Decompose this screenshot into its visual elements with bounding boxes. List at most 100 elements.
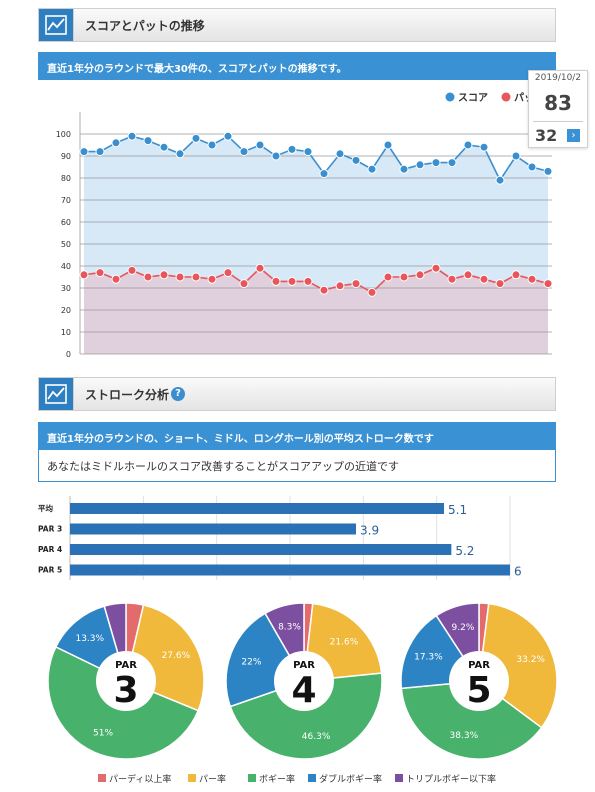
legend-label: パー率 xyxy=(199,773,226,785)
legend-swatch xyxy=(98,774,106,782)
putt-point xyxy=(303,276,313,286)
pie-slice-label: 9.2% xyxy=(452,623,475,633)
stroke-description: 直近1年分のラウンドの、ショート、ミドル、ロングホール別の平均ストローク数です xyxy=(38,422,556,450)
pie-slice-label: 22% xyxy=(241,657,261,667)
legend-swatch xyxy=(308,774,316,782)
bar xyxy=(70,523,356,535)
score-point xyxy=(335,149,345,159)
y-tick-label: 70 xyxy=(61,196,71,205)
bar-category-label: PAR 4 xyxy=(38,545,62,554)
pie-center-number: 5 xyxy=(466,670,491,711)
putt-point xyxy=(447,274,457,284)
tooltip-divider xyxy=(533,121,583,122)
score-point xyxy=(191,133,201,143)
pie-center-number: 3 xyxy=(113,670,138,711)
putt-point xyxy=(527,274,537,284)
putt-point xyxy=(351,279,361,289)
trend-section-title: スコアとパットの推移 xyxy=(85,19,205,33)
y-tick-label: 60 xyxy=(61,218,71,227)
putt-point xyxy=(79,270,89,280)
score-point xyxy=(511,151,521,161)
putt-point xyxy=(95,268,105,278)
pie-center xyxy=(274,651,334,711)
legend-label: ボギー率 xyxy=(259,773,295,785)
y-tick-label: 20 xyxy=(61,306,71,315)
putt-point xyxy=(255,263,265,273)
score-point xyxy=(463,140,473,150)
pie-center-par: PAR xyxy=(468,660,490,671)
y-tick-label: 90 xyxy=(61,152,71,161)
legend-swatch xyxy=(395,774,403,782)
legend-swatch xyxy=(188,774,196,782)
par-pie-charts: 27.6%51%13.3%PAR321.6%46.3%22%8.3%PAR433… xyxy=(47,602,558,785)
pie-slice-label: 46.3% xyxy=(302,732,331,742)
trend-section-header: スコアとパットの推移 xyxy=(38,8,556,42)
putt-point xyxy=(383,272,393,282)
tooltip-score: 83 xyxy=(544,91,572,115)
y-tick-label: 30 xyxy=(61,284,71,293)
bar xyxy=(70,544,452,555)
help-icon[interactable]: ? xyxy=(171,387,185,401)
pie-slice-label: 27.6% xyxy=(162,651,191,661)
bar-category-label: PAR 5 xyxy=(38,566,62,575)
putt-area xyxy=(84,268,548,354)
chevron-right-icon[interactable]: › xyxy=(567,129,580,142)
score-point xyxy=(431,158,441,168)
chart-icon xyxy=(39,378,74,410)
putt-point xyxy=(463,270,473,280)
putt-point xyxy=(495,279,505,289)
pie-center-par: PAR xyxy=(293,660,315,671)
putt-point xyxy=(127,265,137,275)
data-tooltip: 2019/10/2 83 32 › xyxy=(528,70,588,148)
score-point xyxy=(479,142,489,152)
score-point xyxy=(399,164,409,174)
score-point xyxy=(95,147,105,157)
pie-slice xyxy=(229,672,383,760)
y-tick-label: 10 xyxy=(61,328,71,337)
tooltip-putt: 32 xyxy=(535,126,558,145)
tooltip-date: 2019/10/2 xyxy=(534,73,582,83)
putt-point xyxy=(287,276,297,286)
y-tick-label: 0 xyxy=(66,350,71,359)
putt-point xyxy=(319,285,329,295)
putt-point xyxy=(415,270,425,280)
putt-point xyxy=(159,270,169,280)
score-point xyxy=(287,144,297,154)
legend-label: パーディ以上率 xyxy=(109,773,171,785)
y-tick-label: 80 xyxy=(61,174,71,183)
score-point xyxy=(303,147,313,157)
pie-center-number: 4 xyxy=(291,670,316,711)
stroke-section-title: ストローク分析 xyxy=(85,388,170,402)
putt-point xyxy=(223,268,233,278)
legend-label: トリプルボギー以下率 xyxy=(406,773,496,785)
putt-point xyxy=(511,270,521,280)
putt-point xyxy=(239,279,249,289)
legend-marker xyxy=(501,92,511,102)
score-point xyxy=(351,155,361,165)
trend-description: 直近1年分のラウンドで最大30件の、スコアとパットの推移です。 xyxy=(38,52,556,80)
pie-slice-label: 38.3% xyxy=(450,731,479,741)
pie-slice-label: 8.3% xyxy=(278,623,301,633)
score-point xyxy=(447,158,457,168)
bar-category-label: PAR 3 xyxy=(38,525,62,534)
score-point xyxy=(159,142,169,152)
bar-value-label: 6 xyxy=(514,565,522,579)
pie-slice-label: 21.6% xyxy=(330,638,359,648)
y-tick-label: 40 xyxy=(61,262,71,271)
stroke-section-header: ストローク分析 ? xyxy=(38,377,556,411)
y-tick-label: 50 xyxy=(61,240,71,249)
legend-label: ダブルボギー率 xyxy=(319,773,382,785)
pie-legend: パーディ以上率 パー率 ボギー率 ダブルボギー率 トリプルボギー以下率 xyxy=(98,773,496,785)
score-point xyxy=(367,164,377,174)
pie-slice-label: 17.3% xyxy=(414,653,443,663)
bar xyxy=(70,564,510,576)
score-point xyxy=(495,175,505,185)
score-point xyxy=(543,166,553,176)
score-point xyxy=(207,140,217,150)
score-point xyxy=(255,140,265,150)
score-point xyxy=(79,147,89,157)
score-point xyxy=(175,149,185,159)
putt-point xyxy=(335,281,345,291)
pie-slice-label: 13.3% xyxy=(75,634,104,644)
score-point xyxy=(143,136,153,146)
